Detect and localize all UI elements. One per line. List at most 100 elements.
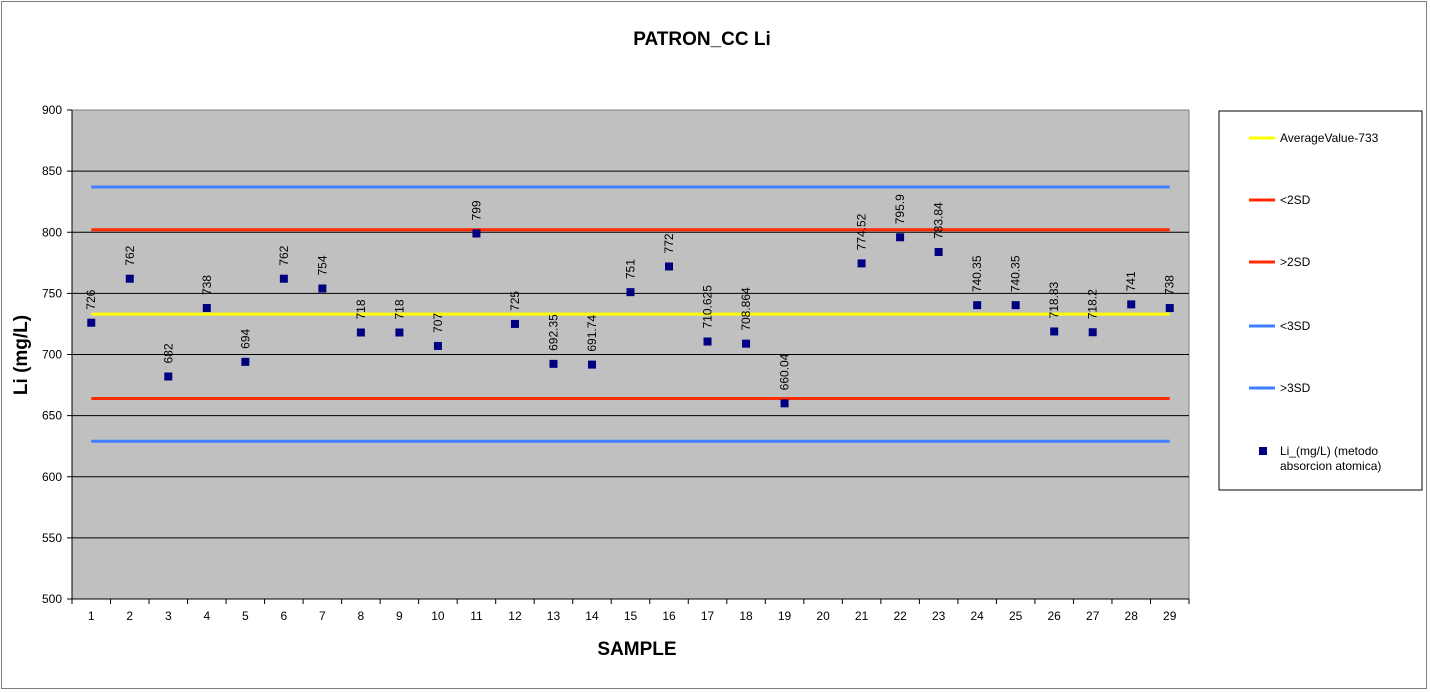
data-point [1127,300,1136,309]
data-label: 726 [84,289,98,309]
x-tick-label: 23 [932,609,946,623]
data-label: 710.625 [701,285,715,329]
x-tick-label: 4 [203,609,210,623]
x-tick-label: 21 [855,609,869,623]
data-point [433,341,442,350]
data-label: 718.83 [1047,281,1061,318]
legend: AverageValue-733 <2SD >2SD <3SD >3SD Li_(mg/L… [1218,110,1423,491]
data-point [279,274,288,283]
legend-box [1218,110,1423,491]
x-tick-label: 22 [893,609,907,623]
y-tick-label: 850 [42,164,62,178]
data-label: 754 [315,255,329,275]
x-tick-label: 24 [970,609,984,623]
x-tick-label: 2 [126,609,133,623]
data-label: 718 [392,299,406,319]
data-point [665,262,674,271]
data-label: 799 [469,200,483,220]
chart-title: PATRON_CC Li [633,29,771,50]
data-point [934,248,943,257]
data-label: 738 [1163,275,1177,295]
x-tick-label: 18 [739,609,753,623]
data-label: 762 [123,245,137,265]
data-label: 741 [1124,271,1138,291]
data-point [356,328,365,337]
data-label: 774.52 [855,213,869,250]
x-tick-label: 1 [88,609,95,623]
y-tick-label: 650 [42,409,62,423]
legend-label: >3SD [1280,381,1311,395]
data-point [318,284,327,293]
y-tick-label: 550 [42,531,62,545]
data-point [1165,304,1174,313]
data-label: 740.35 [1009,255,1023,292]
data-point [780,399,789,408]
y-tick-label: 750 [42,286,62,300]
data-point [510,319,519,328]
y-tick-label: 700 [42,348,62,362]
data-point [973,301,982,310]
data-label: 660.04 [778,353,792,390]
data-label: 783.84 [932,202,946,239]
data-point [857,259,866,268]
data-point [202,304,211,313]
y-tick-label: 800 [42,225,62,239]
legend-label: <3SD [1280,319,1311,333]
data-label: 772 [662,233,676,253]
data-label: 795.9 [893,194,907,224]
data-label: 762 [277,245,291,265]
data-point [1050,327,1059,336]
data-label: 694 [238,328,252,348]
data-label: 682 [161,343,175,363]
x-tick-label: 29 [1163,609,1177,623]
data-label: 707 [431,313,445,333]
legend-label: <2SD [1280,193,1311,207]
x-tick-label: 5 [242,609,249,623]
x-tick-label: 10 [431,609,445,623]
x-tick-label: 9 [396,609,403,623]
data-point [626,288,635,297]
data-point [742,339,751,348]
data-point [896,233,905,242]
x-tick-label: 7 [319,609,326,623]
data-point [1011,301,1020,310]
legend-label: Li_(mg/L) (metodo absorcion atomica) [1280,444,1381,473]
x-tick-label: 28 [1125,609,1139,623]
x-tick-label: 12 [508,609,522,623]
data-point [241,357,250,366]
x-tick-label: 17 [701,609,715,623]
data-label: 738 [200,275,214,295]
data-point [87,318,96,327]
data-point [1088,328,1097,337]
legend-label: AverageValue-733 [1280,131,1379,145]
x-tick-label: 8 [358,609,365,623]
legend-swatch-marker [1259,447,1267,455]
data-label: 691.74 [585,315,599,352]
data-point [164,372,173,381]
data-label: 692.35 [546,314,560,351]
y-tick-label: 900 [42,103,62,117]
x-tick-label: 19 [778,609,792,623]
data-point [125,274,134,283]
x-tick-label: 11 [470,609,483,623]
data-label: 708.864 [739,287,753,331]
data-point [472,229,481,238]
x-tick-label: 26 [1048,609,1062,623]
data-label: 718.2 [1086,289,1100,319]
x-tick-label: 14 [585,609,599,623]
data-point [395,328,404,337]
data-label: 718 [354,299,368,319]
x-tick-label: 6 [281,609,288,623]
x-tick-label: 3 [165,609,172,623]
data-label: 725 [508,291,522,311]
x-tick-label: 20 [816,609,830,623]
y-tick-label: 600 [42,470,62,484]
legend-label: >2SD [1280,255,1311,269]
data-point [587,360,596,369]
data-label: 751 [624,259,638,279]
data-point [549,359,558,368]
y-axis-title: Li (mg/L) [11,315,32,395]
data-label: 740.35 [970,255,984,292]
